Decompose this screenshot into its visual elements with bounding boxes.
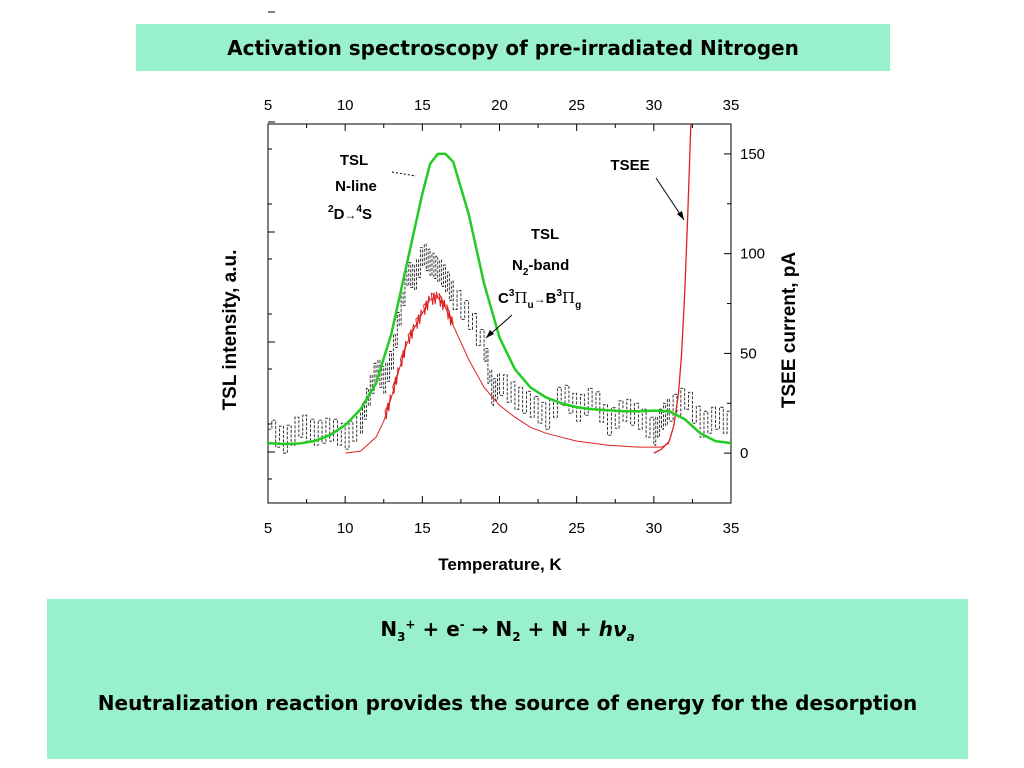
x-tick-label-top: 5 — [264, 97, 272, 114]
n2-rest: -band — [528, 257, 569, 274]
x-tick-label-bottom: 20 — [491, 520, 508, 537]
arrow-tsl-nline — [391, 171, 417, 177]
eq-electron: e — [446, 617, 460, 641]
annotation-tsl-band: TSL — [531, 226, 559, 243]
arrow-d-s: → — [344, 208, 356, 222]
x-tick-label-top: 35 — [723, 97, 740, 114]
x-tick-label-bottom: 35 — [723, 520, 740, 537]
y-axis-label-left: TSL intensity, a.u. — [220, 250, 241, 411]
annotation-n2-transition: C3Πu→B3Πg — [498, 288, 581, 311]
pi-u: Π — [514, 289, 527, 307]
arrowhead-tsee — [677, 211, 684, 220]
chart-canvas: 5 10 15 20 25 30 35 5 10 15 20 25 30 35 0 50 100 150 Temp… — [220, 11, 800, 574]
y-tick-label-right: 50 — [740, 345, 757, 362]
x-tick-label-bottom: 15 — [414, 520, 431, 537]
x-tick-label-bottom: 10 — [337, 520, 354, 537]
y-tick-label-right: 100 — [740, 246, 765, 263]
x-tick-label-bottom: 5 — [264, 520, 272, 537]
series-tsl-n-line — [267, 152, 732, 446]
reaction-box: N3+ + e- → N2 + N + hνa Neutralization r… — [47, 599, 968, 759]
arrowhead-n2-band — [486, 330, 494, 338]
x-axis-label: Temperature, K — [438, 555, 562, 574]
eq-photon-sub: a — [626, 630, 635, 644]
pi-g: Π — [562, 289, 575, 307]
letter-s: S — [362, 206, 372, 223]
eq-photon-h: h — [598, 617, 613, 641]
annotation-tsl-nline-1: TSL — [340, 152, 368, 169]
n2-base: N — [512, 257, 523, 274]
x-tick-label-bottom: 30 — [645, 520, 662, 537]
y-axis-label-right: TSEE current, pA — [779, 252, 800, 409]
x-tick-label-top: 25 — [568, 97, 585, 114]
series-tsl-red — [345, 291, 670, 454]
series-layer — [267, 123, 732, 454]
tick-labels: 5 10 15 20 25 30 35 5 10 15 20 25 30 35 0 50 100 150 — [264, 97, 765, 537]
eq-reactant: N — [380, 617, 398, 641]
tsl-tsee-chart: 5 10 15 20 25 30 35 5 10 15 20 25 30 35 0 50 100 150 Temp… — [220, 11, 800, 574]
annotation-tsee: TSEE — [610, 157, 649, 174]
annotation-transition-2d-4s: 2D→4S — [328, 204, 372, 223]
annotation-tsl-nline-2: N-line — [335, 178, 377, 195]
slide-title: Activation spectroscopy of pre-irradiate… — [136, 24, 890, 71]
n2-sub: 2 — [523, 267, 529, 278]
pi-u-sub: u — [528, 300, 534, 311]
c-sup: 3 — [509, 288, 515, 299]
arrow-c-b: → — [534, 292, 546, 306]
eq-product1: N — [495, 617, 513, 641]
x-tick-label-top: 10 — [337, 97, 354, 114]
letter-c: C — [498, 290, 509, 307]
annotation-n2-band: N2-band — [512, 257, 569, 278]
letter-b: B — [546, 290, 557, 307]
eq-arrow: → — [471, 617, 489, 641]
pi-g-sub: g — [575, 300, 581, 311]
reaction-description: Neutralization reaction provides the sou… — [97, 691, 918, 715]
eq-plus2: + N + — [527, 617, 592, 641]
y-tick-label-right: 0 — [740, 445, 748, 462]
eq-reactant-sup: + — [405, 617, 416, 632]
x-tick-label-top: 15 — [414, 97, 431, 114]
x-tick-label-top: 20 — [491, 97, 508, 114]
sup-2: 2 — [328, 204, 334, 215]
series-tsee — [653, 123, 692, 454]
reaction-equation: N3+ + e- → N2 + N + hνa — [47, 617, 968, 644]
series-tsl-n2-band — [268, 243, 732, 454]
eq-plus1: + — [422, 617, 440, 641]
x-tick-label-bottom: 25 — [568, 520, 585, 537]
eq-product1-sub: 2 — [512, 630, 521, 644]
b-sup: 3 — [556, 288, 562, 299]
y-tick-label-right: 150 — [740, 146, 765, 163]
x-tick-label-top: 30 — [645, 97, 662, 114]
plot-frame — [267, 11, 732, 504]
eq-photon-nu: ν — [612, 617, 627, 641]
eq-reactant-sub: 3 — [397, 630, 406, 644]
sup-4: 4 — [356, 204, 362, 215]
eq-electron-sup: - — [459, 617, 465, 632]
letter-d: D — [334, 206, 345, 223]
annotation-tsl-nline: TSL N-line — [335, 152, 377, 195]
